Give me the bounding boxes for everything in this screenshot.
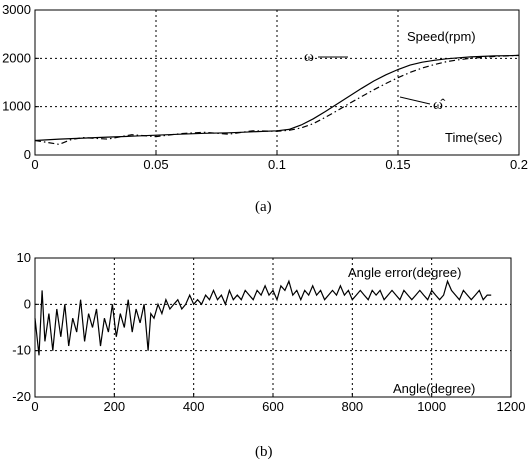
chart-b-xlabel: Angle(degree): [393, 381, 475, 396]
series-line-2: [34, 54, 520, 146]
chart-a-omega-hat-leader: [399, 96, 431, 105]
chart-a-caption: (a): [255, 199, 272, 215]
chart-a: 0 0.05 0.1 0.15 0.2 0 1000 2000 3000 Speed(rpm)…: [2, 2, 528, 215]
chart-a-y-tick-labels: 0 1000 2000 3000: [2, 2, 31, 162]
x-tick-label: 600: [262, 399, 284, 414]
y-tick-label: 3000: [2, 2, 31, 17]
x-tick-label: 800: [341, 399, 363, 414]
chart-a-omega-annotation: ω: [304, 49, 348, 65]
y-tick-label: -20: [12, 389, 31, 404]
x-tick-label: 0.1: [268, 157, 286, 172]
y-tick-label: 1000: [2, 99, 31, 114]
y-tick-label: 10: [17, 250, 31, 265]
x-tick-label: 1000: [417, 399, 446, 414]
chart-b-caption: (b): [255, 444, 273, 460]
chart-b-y-tick-labels: -20 -10 0 10: [12, 250, 31, 404]
chart-a-ylabel: Speed(rpm): [407, 29, 476, 44]
x-tick-label: 0: [31, 399, 38, 414]
chart-a-xlabel: Time(sec): [445, 130, 502, 145]
chart-b: 0 200 400 600 800 1000 1200 -20 -10 0 10 Angle er…: [12, 250, 525, 460]
chart-a-series: [34, 54, 520, 146]
y-tick-label: 0: [24, 147, 31, 162]
x-tick-label: 0: [31, 157, 38, 172]
chart-b-grid: [34, 257, 512, 398]
series-line-1: [34, 54, 520, 142]
x-tick-label: 400: [183, 399, 205, 414]
x-tick-label: 200: [103, 399, 125, 414]
x-tick-label: 0.15: [385, 157, 410, 172]
chart-a-omega-hat-annotation: ω̂: [399, 96, 446, 113]
chart-a-omega-symbol: ω: [304, 49, 314, 65]
y-tick-label: 2000: [2, 50, 31, 65]
x-tick-label: 0.05: [143, 157, 168, 172]
chart-a-omega-hat-symbol: ω̂: [433, 97, 446, 113]
chart-a-x-tick-labels: 0 0.05 0.1 0.15 0.2: [31, 157, 528, 172]
chart-b-x-tick-labels: 0 200 400 600 800 1000 1200: [31, 399, 525, 414]
x-tick-label: 1200: [497, 399, 526, 414]
chart-b-ylabel: Angle error(degree): [348, 265, 461, 280]
series-line-1: [34, 279, 492, 356]
y-tick-label: 0: [24, 296, 31, 311]
y-tick-label: -10: [12, 343, 31, 358]
chart-b-series: [34, 279, 492, 356]
x-tick-label: 0.2: [510, 157, 528, 172]
